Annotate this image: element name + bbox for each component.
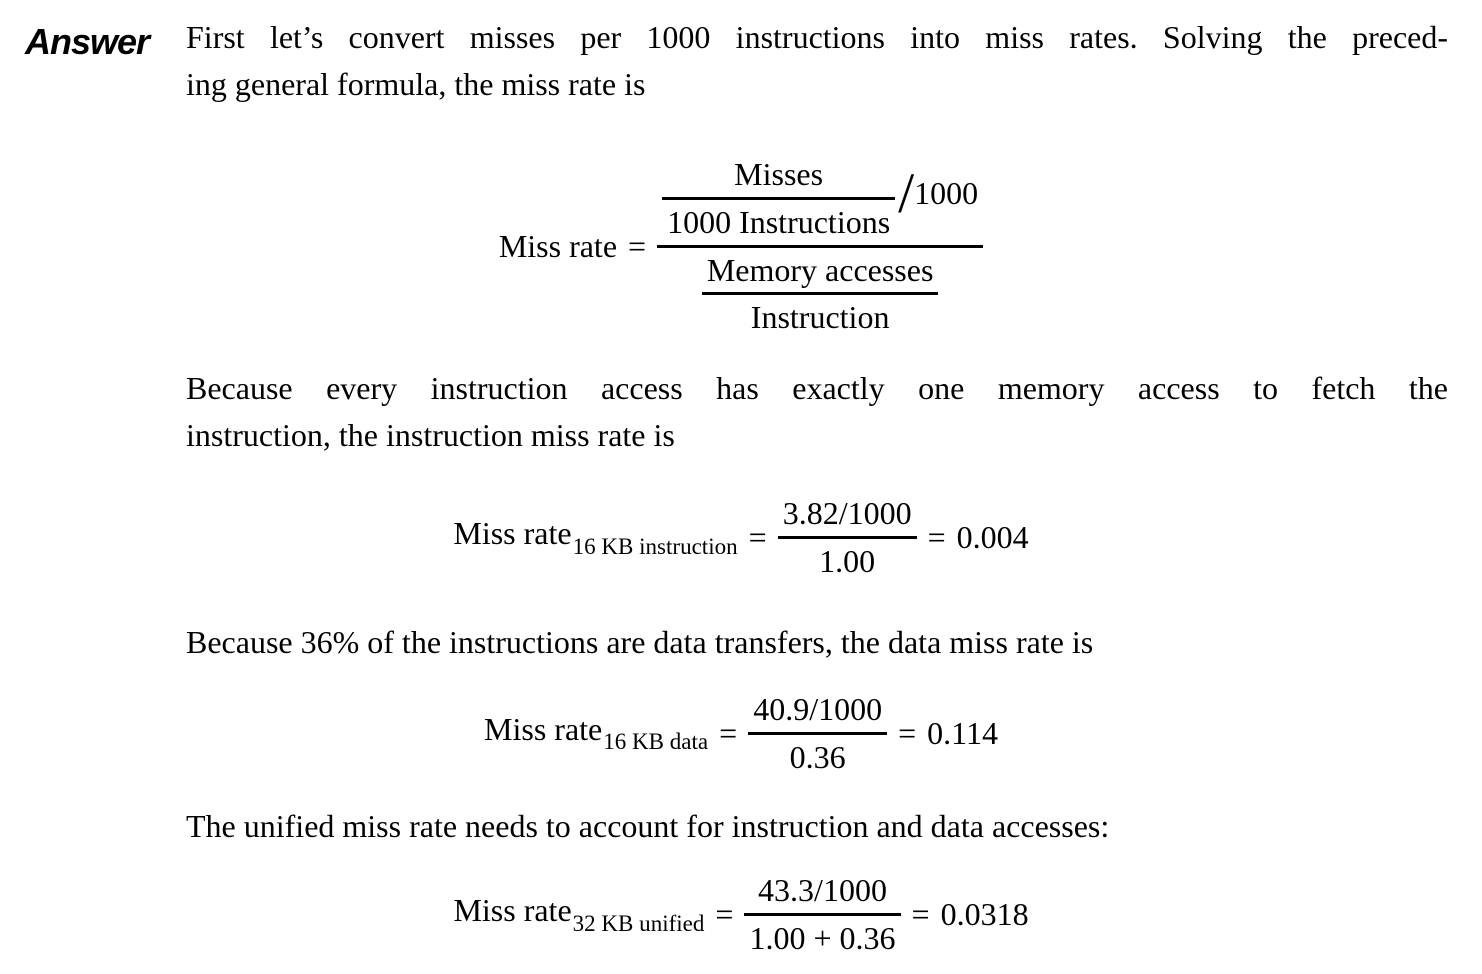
fraction-bar xyxy=(748,731,888,735)
fraction-denominator: 1.00 xyxy=(819,542,876,579)
outer-denominator: Memory accesses Instruction xyxy=(697,252,944,337)
equation: Miss rate32 KB unified = 43.3/1000 1.00 … xyxy=(453,872,1028,957)
cache-subscript: 16 KB data xyxy=(603,728,709,755)
paragraph-unified: The unified miss rate needs to account f… xyxy=(186,803,1448,850)
answer-label: Answer xyxy=(25,21,150,62)
fraction: 40.9/1000 0.36 xyxy=(748,690,888,776)
paragraph-data-transfers: Because 36% of the instructions are data… xyxy=(186,619,1448,666)
text-line: Because 36% of the instructions are data… xyxy=(186,623,1094,660)
outer-fraction: Misses 1000 Instructions / 1000 Memory a… xyxy=(657,156,984,337)
equation: Miss rate16 KB instruction = 3.82/1000 1… xyxy=(453,495,1028,580)
cache-subscript: 16 KB instruction xyxy=(572,532,738,559)
equals-sign: = xyxy=(715,896,734,933)
formula-general-miss-rate: Miss rate = Misses 1000 Instructions / 1… xyxy=(0,156,1482,336)
divisor-value: 1000 xyxy=(914,174,979,211)
fraction: 43.3/1000 1.00 + 0.36 xyxy=(744,872,901,957)
equation: Miss rate16 KB data = 40.9/1000 0.36 = 0… xyxy=(484,691,998,776)
formula-16kb-instruction-miss-rate: Miss rate16 KB instruction = 3.82/1000 1… xyxy=(0,495,1482,580)
text-line: First let’s convert misses per 1000 inst… xyxy=(186,19,1448,55)
outer-numerator: Misses 1000 Instructions / 1000 xyxy=(657,156,983,241)
equals-sign: = xyxy=(719,714,738,751)
fraction-denominator: Instruction xyxy=(750,299,890,336)
miss-rate-label: Miss rate xyxy=(498,227,618,264)
fraction-numerator: Memory accesses xyxy=(706,251,934,288)
miss-rate-label: Miss rate16 KB data xyxy=(484,710,709,755)
fraction-denominator: 1000 Instructions xyxy=(667,203,891,240)
fraction: 3.82/1000 1.00 xyxy=(777,495,917,580)
inner-fraction: Misses 1000 Instructions xyxy=(662,156,896,241)
equals-sign: = xyxy=(911,896,930,933)
fraction-numerator: 40.9/1000 xyxy=(753,690,883,727)
text-line: Because every instruction access has exa… xyxy=(186,370,1448,407)
formula-32kb-unified-miss-rate: Miss rate32 KB unified = 43.3/1000 1.00 … xyxy=(0,872,1482,957)
fraction-bar xyxy=(657,244,984,248)
cache-subscript: 32 KB unified xyxy=(572,910,705,936)
text-line: The unified miss rate needs to account f… xyxy=(186,808,1110,845)
fraction-bar xyxy=(701,292,939,296)
paragraph-instruction-access: Because every instruction access has exa… xyxy=(186,365,1448,459)
fraction-bar xyxy=(777,535,917,539)
result-value: 0.0318 xyxy=(940,896,1029,933)
fraction-denominator: 1.00 + 0.36 xyxy=(749,920,896,957)
equals-sign: = xyxy=(628,227,647,264)
fraction-numerator: 3.82/1000 xyxy=(782,495,912,532)
miss-rate-label: Miss rate32 KB unified xyxy=(453,892,705,936)
per-thousand-divisor: / 1000 xyxy=(898,161,979,225)
equation: Miss rate = Misses 1000 Instructions / 1… xyxy=(498,156,984,337)
formula-16kb-data-miss-rate: Miss rate16 KB data = 40.9/1000 0.36 = 0… xyxy=(0,691,1482,776)
fraction-bar xyxy=(744,913,901,917)
result-value: 0.114 xyxy=(927,714,998,751)
text-line: ing general formula, the miss rate is xyxy=(186,66,646,102)
equals-sign: = xyxy=(898,714,917,751)
fraction-denominator: 0.36 xyxy=(789,738,846,775)
fraction-numerator: Misses xyxy=(734,156,824,192)
equals-sign: = xyxy=(927,518,946,555)
paragraph-intro: First let’s convert misses per 1000 inst… xyxy=(186,14,1448,108)
fraction-numerator: 43.3/1000 xyxy=(758,872,887,909)
fraction-bar xyxy=(662,196,896,200)
miss-rate-label: Miss rate16 KB instruction xyxy=(453,515,738,559)
division-slash: / xyxy=(898,161,915,225)
inner-fraction: Memory accesses Instruction xyxy=(701,251,939,337)
equals-sign: = xyxy=(748,518,767,555)
result-value: 0.004 xyxy=(956,518,1029,555)
text-line: instruction, the instruction miss rate i… xyxy=(186,417,675,454)
